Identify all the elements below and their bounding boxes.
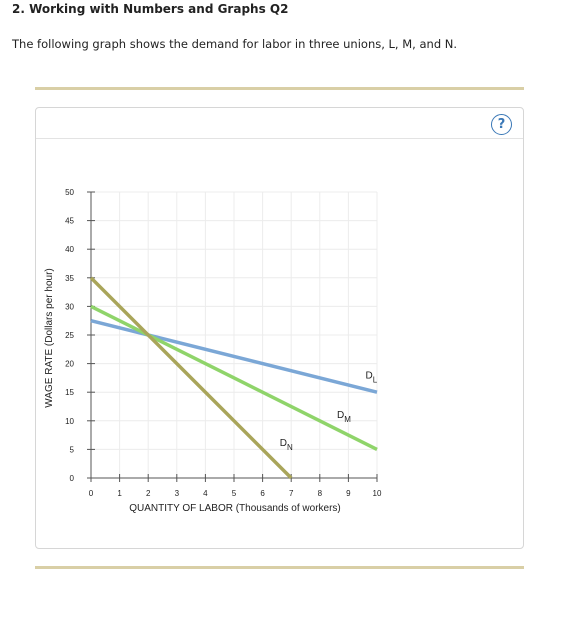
help-button[interactable]: ? (491, 114, 512, 135)
question-text: The following graph shows the demand for… (12, 37, 458, 51)
demand-curve-m (90, 304, 378, 451)
x-tick-label: 7 (289, 489, 294, 498)
x-tick-label: 9 (346, 489, 351, 498)
chart-labels: QUANTITY OF LABOR (Thousands of workers)… (44, 268, 378, 514)
top-divider (35, 87, 524, 90)
curve-label-m: DM (337, 410, 351, 424)
bottom-divider (35, 566, 524, 569)
question-title: 2. Working with Numbers and Graphs Q2 (12, 2, 289, 16)
x-tick-label: 0 (89, 489, 94, 498)
x-tick-label: 3 (175, 489, 180, 498)
y-axis-title: WAGE RATE (Dollars per hour) (44, 268, 55, 407)
y-tick-label: 5 (70, 445, 75, 454)
demand-curve-n (89, 276, 293, 480)
y-tick-label: 35 (65, 274, 74, 283)
x-tick-label: 8 (318, 489, 323, 498)
y-tick-label: 10 (65, 417, 74, 426)
x-axis-title: QUANTITY OF LABOR (Thousands of workers) (129, 503, 341, 514)
x-tick-label: 4 (203, 489, 208, 498)
panel-header-divider (36, 138, 523, 139)
y-tick-label: 20 (65, 360, 74, 369)
demand-curve-l (90, 319, 378, 394)
curve-label-n: DN (280, 438, 293, 452)
y-tick-label: 45 (65, 217, 74, 226)
x-tick-label: 10 (373, 489, 382, 498)
y-tick-label: 15 (65, 388, 74, 397)
question-circle-icon: ? (497, 117, 506, 132)
y-tick-label: 50 (65, 188, 74, 197)
y-tick-label: 30 (65, 302, 74, 311)
chart-series (89, 276, 378, 480)
x-tick-label: 1 (117, 489, 122, 498)
curve-label-l: DL (366, 370, 378, 384)
y-tick-label: 0 (70, 474, 75, 483)
x-tick-label: 2 (146, 489, 151, 498)
x-tick-label: 5 (232, 489, 237, 498)
y-tick-label: 25 (65, 331, 74, 340)
y-tick-label: 40 (65, 245, 74, 254)
chart-grid (91, 191, 378, 478)
x-tick-label: 6 (260, 489, 265, 498)
